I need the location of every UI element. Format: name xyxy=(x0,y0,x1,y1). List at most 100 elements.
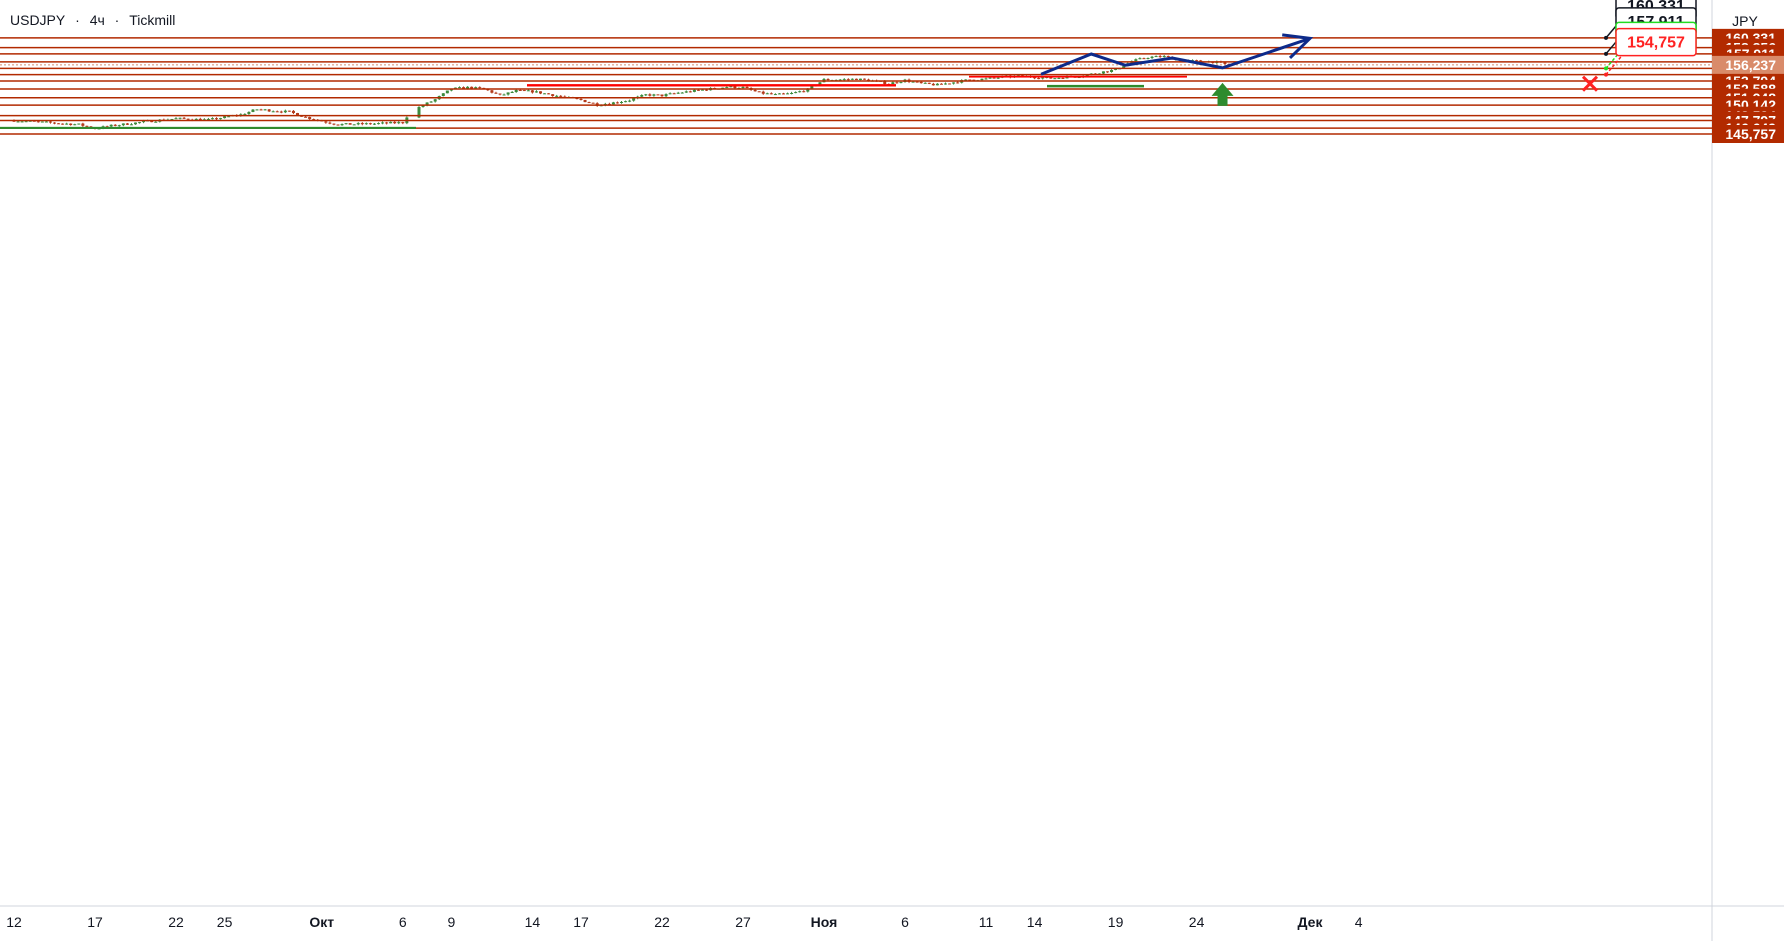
forecast-path xyxy=(1040,36,1311,76)
candle xyxy=(77,123,81,125)
candle xyxy=(381,122,385,124)
candle xyxy=(883,81,887,84)
candle xyxy=(186,118,190,120)
header-separator: · xyxy=(114,12,120,28)
candle xyxy=(1122,66,1126,69)
candle xyxy=(421,105,425,108)
candle xyxy=(368,123,372,125)
candle xyxy=(215,118,218,120)
candle xyxy=(243,113,247,115)
candle xyxy=(466,86,470,89)
candle xyxy=(858,78,862,80)
candle xyxy=(676,92,680,94)
candle xyxy=(85,125,89,127)
resistance-zone xyxy=(527,84,896,87)
candle xyxy=(575,98,579,100)
callout-anchor-dot xyxy=(1604,66,1608,71)
candle xyxy=(753,89,757,92)
candle xyxy=(790,93,794,95)
candle xyxy=(591,102,595,104)
candle xyxy=(308,116,312,120)
candle xyxy=(826,78,830,81)
candle xyxy=(227,116,231,118)
candle xyxy=(182,117,186,119)
x-tick-label: 14 xyxy=(1027,914,1043,930)
timeframe-label: 4ч xyxy=(89,12,105,28)
candle xyxy=(462,87,466,89)
candle xyxy=(798,91,802,93)
candle xyxy=(372,123,376,125)
candle xyxy=(377,123,380,125)
candle xyxy=(765,93,769,95)
candle xyxy=(356,123,360,125)
candle xyxy=(502,94,506,96)
x-tick-label: Окт xyxy=(309,914,334,930)
callout-anchor-dot xyxy=(1604,51,1608,56)
x-tick-label: 27 xyxy=(735,914,751,930)
candle xyxy=(948,83,952,85)
candle xyxy=(1110,69,1114,73)
candle xyxy=(324,121,328,123)
candle xyxy=(911,81,915,83)
candle xyxy=(777,93,781,95)
candle xyxy=(24,121,28,123)
candle xyxy=(534,91,538,93)
x-tick-label: 11 xyxy=(979,914,994,930)
x-tick-label: 6 xyxy=(399,914,407,930)
candle xyxy=(113,124,117,126)
callout-label: 154,757 xyxy=(1627,35,1685,52)
candle xyxy=(117,125,121,127)
candle xyxy=(312,119,316,121)
candles xyxy=(12,54,1231,130)
candle xyxy=(194,118,198,121)
candle xyxy=(850,78,854,80)
candle xyxy=(1162,55,1166,58)
candle xyxy=(474,87,478,89)
symbol-label: USDJPY xyxy=(10,12,66,28)
candle xyxy=(69,123,73,126)
resistance-zone xyxy=(969,75,1187,78)
candle xyxy=(729,86,733,88)
candle xyxy=(1166,55,1170,57)
price-badge-label: 145,757 xyxy=(1725,126,1776,142)
header-separator: · xyxy=(75,12,80,28)
candle xyxy=(490,90,494,93)
levels xyxy=(0,37,1712,135)
candle xyxy=(644,94,648,96)
candle xyxy=(615,102,619,104)
candle xyxy=(684,91,688,93)
candle xyxy=(360,123,364,125)
candle xyxy=(36,121,40,123)
candle xyxy=(547,93,551,95)
candle xyxy=(352,124,356,126)
candle xyxy=(988,77,992,79)
candle xyxy=(688,91,692,93)
candle xyxy=(1199,60,1203,62)
forecast-arrowhead xyxy=(1282,33,1314,60)
candle xyxy=(129,124,133,126)
candle xyxy=(931,83,935,86)
candle xyxy=(996,77,1000,79)
candle xyxy=(1114,68,1118,70)
zones xyxy=(0,75,1187,129)
candle xyxy=(972,79,976,81)
candle xyxy=(57,123,61,125)
callout-box xyxy=(1615,27,1697,57)
candle xyxy=(1101,71,1105,74)
candle xyxy=(555,95,559,97)
candle xyxy=(543,93,547,95)
candle xyxy=(786,93,790,95)
candle xyxy=(198,118,202,121)
candle xyxy=(838,79,842,81)
candle xyxy=(769,93,773,95)
stop-cross-icon xyxy=(1581,75,1599,92)
candle xyxy=(522,90,526,92)
candle xyxy=(624,101,628,103)
candle xyxy=(518,89,522,91)
candle xyxy=(806,88,810,92)
candle xyxy=(105,126,109,128)
candle xyxy=(551,94,555,97)
candle xyxy=(863,78,866,80)
candle xyxy=(210,118,214,120)
